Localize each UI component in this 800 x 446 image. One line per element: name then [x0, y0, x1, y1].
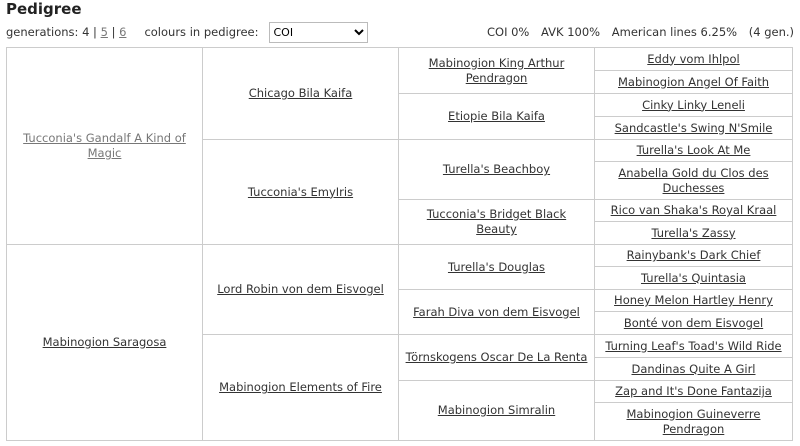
- ancestor-link[interactable]: Anabella Gold du Clos des Duchesses: [618, 165, 769, 195]
- ancestor-link[interactable]: Tucconia's Gandalf A Kind of Magic: [23, 131, 186, 160]
- ancestor-cell-g4: Rico van Shaka's Royal Kraal: [594, 199, 793, 222]
- generation-count: (4 gen.): [748, 25, 794, 39]
- ancestor-link[interactable]: Chicago Bila Kaifa: [248, 86, 353, 100]
- ancestor-cell-g4: Turella's Zassy: [594, 221, 793, 245]
- pedigree-row: Sandcastle's Swing N'Smile: [7, 116, 793, 140]
- ancestor-link[interactable]: Etiopie Bila Kaifa: [448, 109, 545, 123]
- ancestor-link[interactable]: Farah Diva von dem Eisvogel: [413, 304, 580, 319]
- colours-select[interactable]: COI: [268, 21, 368, 43]
- pedigree-row: Anabella Gold du Clos des Duchesses: [7, 161, 793, 200]
- ancestor-cell-g4: Turella's Quintasia: [594, 266, 793, 290]
- ancestor-cell-g4: Turella's Look At Me: [594, 139, 793, 162]
- ancestor-cell-g4: Cinky Linky Leneli: [594, 93, 793, 117]
- ancestor-link[interactable]: Sandcastle's Swing N'Smile: [614, 120, 773, 135]
- pedigree-row: Tucconia's EmyIris Turella's Beachboy Ture…: [7, 139, 793, 245]
- pedigree-row: Turella's Quintasia: [7, 266, 793, 290]
- ancestor-link[interactable]: Mabinogion King Arthur Pendragon: [428, 55, 565, 85]
- ancestor-cell-g3: Törnskogens Oscar De La Renta: [398, 334, 595, 381]
- ancestor-link[interactable]: Eddy vom Ihlpol: [647, 51, 740, 66]
- ancestor-link[interactable]: Tucconia's Bridget Black Beauty: [426, 207, 567, 236]
- ancestor-cell-g2: Lord Robin von dem Eisvogel: [202, 244, 399, 335]
- pedigree-row: Tucconia's Bridget Black Beauty Rico van …: [7, 199, 793, 245]
- ancestor-cell-g4: Dandinas Quite A Girl: [594, 357, 793, 381]
- ancestor-link[interactable]: Turella's Zassy: [651, 225, 736, 240]
- avk-stat: AVK 100%: [541, 25, 601, 39]
- pedigree-row: Mabinogion Saragosa Lord Robin von dem Ei…: [6, 244, 793, 441]
- ancestor-cell-g3: Turella's Beachboy: [398, 139, 595, 200]
- ancestor-cell-g4: Mabinogion Angel Of Faith: [594, 70, 793, 94]
- ancestor-cell-g3: Mabinogion King Arthur Pendragon: [398, 47, 595, 94]
- ancestor-link[interactable]: Rico van Shaka's Royal Kraal: [610, 203, 777, 217]
- page-title: Pedigree: [6, 0, 82, 18]
- ancestor-link[interactable]: Turella's Douglas: [447, 259, 546, 274]
- ancestor-cell-g1: Tucconia's Gandalf A Kind of Magic: [6, 47, 203, 245]
- ancestor-link[interactable]: Mabinogion Saragosa: [42, 335, 167, 349]
- pedigree-row: Etiopie Bila Kaifa Cinky Linky Leneli: [7, 93, 793, 140]
- ancestor-link[interactable]: Mabinogion Simralin: [437, 403, 556, 417]
- ancestor-link[interactable]: Turella's Beachboy: [442, 162, 551, 176]
- ancestor-link[interactable]: Turning Leaf's Toad's Wild Ride: [605, 338, 782, 353]
- ancestor-link[interactable]: Cinky Linky Leneli: [642, 97, 745, 112]
- ancestor-link[interactable]: Lord Robin von dem Eisvogel: [217, 282, 384, 296]
- toolbar: generations: 4 | 5 | 6 colours in pedigr…: [6, 21, 794, 43]
- generations-6-link[interactable]: 6: [119, 25, 127, 39]
- pedigree-row: Mabinogion Angel Of Faith: [7, 70, 793, 94]
- stats: COI 0% AVK 100% American lines 6.25% (4 …: [479, 25, 794, 39]
- ancestor-link[interactable]: Mabinogion Elements of Fire: [219, 380, 382, 394]
- ancestor-cell-g2: Tucconia's EmyIris: [202, 139, 399, 245]
- ancestor-link[interactable]: Turella's Look At Me: [636, 143, 751, 157]
- pedigree-row: Mabinogion Elements of Fire Törnskogens O…: [7, 334, 793, 441]
- ancestor-link[interactable]: Honey Melon Hartley Henry: [614, 293, 773, 307]
- ancestor-link[interactable]: Rainybank's Dark Chief: [626, 248, 761, 262]
- ancestor-cell-g2: Chicago Bila Kaifa: [202, 47, 399, 140]
- ancestor-cell-g4: Rainybank's Dark Chief: [594, 244, 793, 267]
- ancestor-cell-g4: Turning Leaf's Toad's Wild Ride: [594, 334, 793, 358]
- pedigree-table: Tucconia's Gandalf A Kind of Magic Chicag…: [6, 47, 793, 441]
- pedigree-row: Mabinogion Guineverre Pendragon: [7, 402, 793, 441]
- ancestor-cell-g3: Farah Diva von dem Eisvogel: [398, 289, 595, 335]
- ancestor-link[interactable]: Dandinas Quite A Girl: [631, 361, 756, 376]
- pedigree-row: Farah Diva von dem Eisvogel Honey Melon H…: [7, 289, 793, 335]
- ancestor-cell-g1: Mabinogion Saragosa: [6, 244, 203, 441]
- ancestor-cell-g4: Sandcastle's Swing N'Smile: [594, 116, 793, 140]
- ancestor-cell-g3: Tucconia's Bridget Black Beauty: [398, 199, 595, 245]
- ancestor-cell-g4: Mabinogion Guineverre Pendragon: [594, 402, 793, 441]
- generations-label: generations:: [6, 25, 79, 39]
- generations-current: 4: [82, 25, 90, 39]
- ancestor-link[interactable]: Turella's Quintasia: [641, 270, 746, 285]
- pedigree-row: Tucconia's Gandalf A Kind of Magic Chicag…: [6, 47, 793, 245]
- ancestor-cell-g3: Turella's Douglas: [398, 244, 595, 290]
- generations-5-link[interactable]: 5: [100, 25, 108, 39]
- ancestor-link[interactable]: Mabinogion Angel Of Faith: [618, 74, 769, 89]
- ancestor-link[interactable]: Törnskogens Oscar De La Renta: [405, 350, 588, 364]
- ancestor-cell-g2: Mabinogion Elements of Fire: [202, 334, 399, 441]
- colours-label: colours in pedigree:: [144, 25, 259, 39]
- ancestor-link[interactable]: Bonté von dem Eisvogel: [623, 315, 764, 330]
- ancestor-cell-g4: Bonté von dem Eisvogel: [594, 311, 793, 335]
- ancestor-cell-g4: Honey Melon Hartley Henry: [594, 289, 793, 312]
- ancestor-cell-g3: Mabinogion Simralin: [398, 380, 595, 441]
- ancestor-cell-g4: Anabella Gold du Clos des Duchesses: [594, 161, 793, 200]
- ancestor-cell-g4: Zap and It's Done Fantazija: [594, 380, 793, 403]
- american-lines-stat: American lines 6.25%: [611, 25, 738, 39]
- pedigree-row: Mabinogion Simralin Zap and It's Done Fan…: [7, 380, 793, 441]
- ancestor-link[interactable]: Mabinogion Guineverre Pendragon: [626, 406, 761, 436]
- ancestor-cell-g3: Etiopie Bila Kaifa: [398, 93, 595, 140]
- ancestor-link[interactable]: Tucconia's EmyIris: [247, 184, 354, 199]
- ancestor-link[interactable]: Zap and It's Done Fantazija: [615, 384, 772, 398]
- pedigree-row: Turella's Zassy: [7, 221, 793, 245]
- coi-stat: COI 0%: [486, 25, 530, 39]
- ancestor-cell-g4: Eddy vom Ihlpol: [594, 47, 793, 71]
